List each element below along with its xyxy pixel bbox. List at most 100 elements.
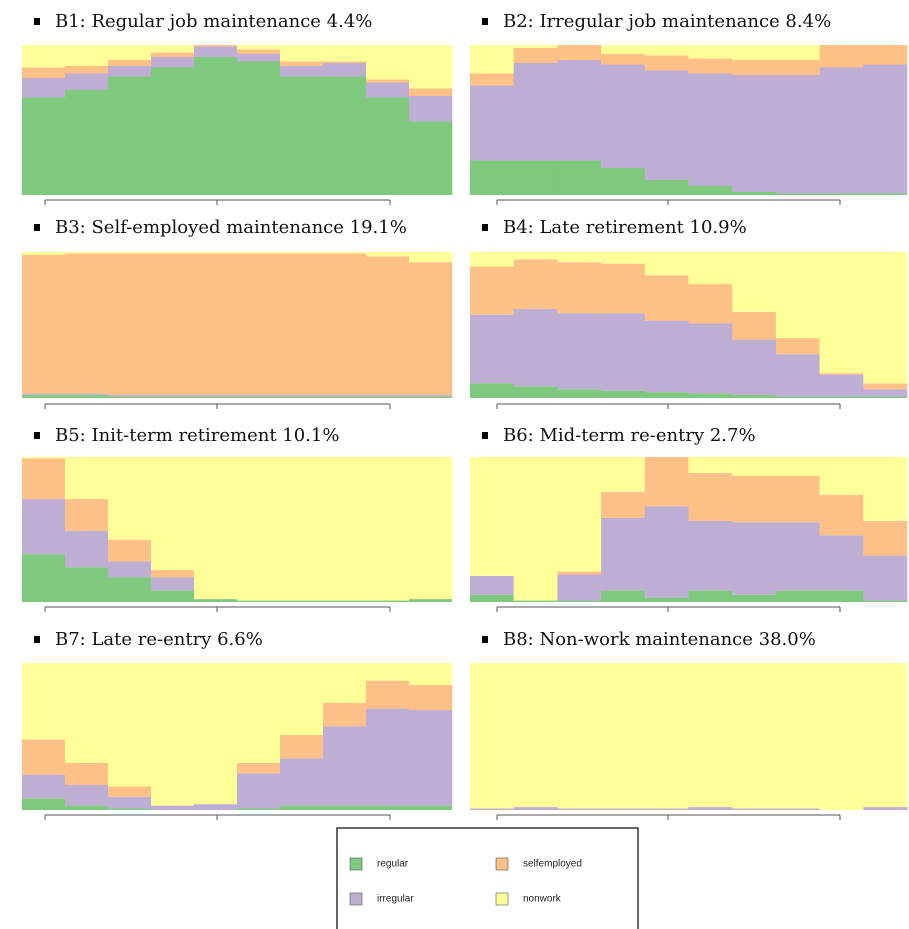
bar-segment bbox=[557, 160, 602, 195]
bar-segment bbox=[644, 597, 689, 602]
bar-segment bbox=[194, 46, 238, 57]
bar-segment bbox=[65, 395, 109, 398]
panel-title: B5: Init-term retirement 10.1% bbox=[55, 425, 339, 446]
bar-segment bbox=[366, 663, 410, 681]
bar-segment bbox=[280, 457, 324, 601]
bar-segment bbox=[22, 554, 66, 602]
bullet bbox=[482, 18, 488, 25]
bar-segment bbox=[732, 252, 777, 312]
bar-segment bbox=[280, 76, 324, 195]
bar-segment bbox=[513, 807, 558, 810]
bar-segment bbox=[366, 396, 410, 398]
bar-segment bbox=[601, 168, 646, 195]
bar-segment bbox=[688, 590, 733, 602]
bar-segment bbox=[409, 805, 453, 810]
bar-segment bbox=[323, 252, 367, 254]
bar-segment bbox=[644, 55, 689, 71]
bar-segment bbox=[237, 61, 281, 195]
bar-segment bbox=[775, 193, 820, 195]
bar-segment bbox=[819, 663, 864, 810]
bar-segment bbox=[409, 96, 453, 122]
bar-segment bbox=[470, 808, 514, 810]
bar-segment bbox=[688, 457, 733, 473]
bar-segment bbox=[819, 494, 864, 536]
bullet bbox=[34, 224, 40, 231]
bar-segment bbox=[470, 266, 514, 315]
bar-segment bbox=[644, 808, 689, 810]
bar-segment bbox=[65, 499, 109, 531]
bar-segment bbox=[237, 395, 281, 397]
bar-segment bbox=[366, 79, 410, 83]
bullet bbox=[482, 432, 488, 439]
bar-segment bbox=[65, 663, 109, 763]
bar-segment bbox=[280, 663, 324, 736]
bar-segment bbox=[194, 57, 238, 195]
bar-segment bbox=[108, 577, 152, 602]
bar-segment bbox=[65, 393, 109, 396]
bar-segment bbox=[601, 517, 646, 591]
bar-segment bbox=[409, 710, 453, 806]
bar-segment bbox=[513, 48, 558, 63]
panel-title: B1: Regular job maintenance 4.4% bbox=[55, 11, 372, 32]
bullet bbox=[482, 224, 488, 231]
bar-segment bbox=[194, 252, 238, 254]
bar-segment bbox=[557, 389, 602, 398]
bar-segment bbox=[557, 45, 602, 60]
bar-segment bbox=[644, 320, 689, 393]
bar-segment bbox=[280, 805, 324, 810]
bar-segment bbox=[557, 262, 602, 314]
bar-segment bbox=[513, 252, 558, 260]
bar-segment bbox=[601, 263, 646, 314]
bar-segment bbox=[409, 663, 453, 686]
bar-segment bbox=[863, 45, 908, 65]
bar-segment bbox=[237, 49, 281, 54]
bar-segment bbox=[22, 457, 66, 459]
bar-segment bbox=[194, 457, 238, 600]
bar-segment bbox=[366, 252, 410, 257]
bar-segment bbox=[22, 499, 66, 555]
bar-segment bbox=[280, 395, 324, 397]
bar-segment bbox=[151, 805, 195, 810]
bar-segment bbox=[470, 314, 514, 384]
bar-segment bbox=[470, 594, 514, 602]
bar-segment bbox=[513, 308, 558, 387]
bar-segment bbox=[732, 75, 777, 192]
bar-segment bbox=[819, 45, 864, 68]
bar-segment bbox=[557, 571, 602, 575]
legend-label: regular bbox=[377, 859, 409, 870]
bar-segment bbox=[237, 253, 281, 396]
bar-segment bbox=[601, 663, 646, 809]
bar-segment bbox=[644, 180, 689, 195]
bar-segment bbox=[323, 726, 367, 806]
bar-segment bbox=[323, 76, 367, 195]
bar-segment bbox=[151, 57, 195, 68]
bar-segment bbox=[601, 590, 646, 602]
bar-segment bbox=[65, 66, 109, 74]
bar-segment bbox=[366, 45, 410, 80]
bar-segment bbox=[688, 73, 733, 186]
bar-segment bbox=[557, 574, 602, 601]
bar-segment bbox=[108, 60, 152, 66]
panel-title: B3: Self-employed maintenance 19.1% bbox=[55, 217, 407, 238]
bar-segment bbox=[601, 390, 646, 398]
bar-segment bbox=[108, 396, 152, 398]
bar-segment bbox=[194, 395, 238, 397]
bar-segment bbox=[323, 600, 367, 602]
bar-segment bbox=[108, 561, 152, 578]
bar-segment bbox=[688, 284, 733, 324]
bar-segment bbox=[470, 45, 514, 74]
bar-segment bbox=[323, 805, 367, 810]
bar-segment bbox=[65, 252, 109, 254]
bar-segment bbox=[108, 786, 152, 797]
bar-segment bbox=[688, 472, 733, 521]
bar-segment bbox=[688, 252, 733, 285]
bar-segment bbox=[108, 457, 152, 540]
bar-segment bbox=[470, 575, 514, 595]
bar-segment bbox=[513, 259, 558, 309]
bar-segment bbox=[151, 663, 195, 806]
bar-segment bbox=[601, 313, 646, 391]
bar-segment bbox=[863, 555, 908, 601]
bar-segment bbox=[775, 457, 820, 476]
bar-segment bbox=[366, 457, 410, 601]
bar-segment bbox=[237, 457, 281, 601]
